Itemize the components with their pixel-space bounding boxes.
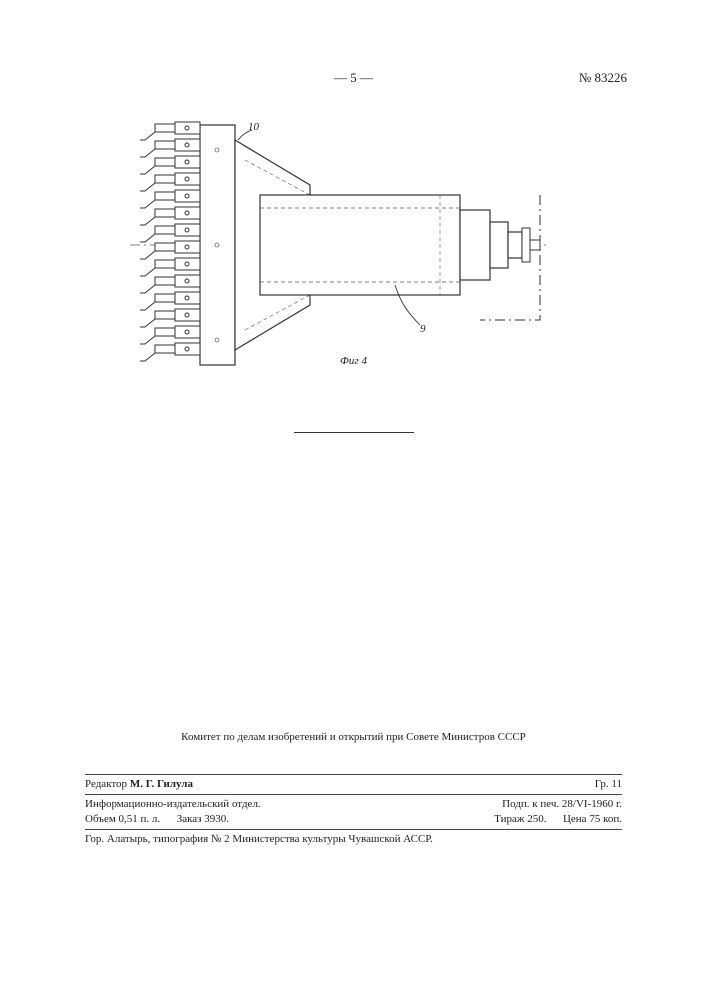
figure-caption: Фиг 4 <box>340 355 367 367</box>
figure-label-9: 9 <box>420 323 426 335</box>
document-number: № 83226 <box>579 70 627 86</box>
printer-line: Гор. Алатырь, типография № 2 Министерств… <box>85 829 622 848</box>
imprint-footer: Комитет по делам изобретений и открытий … <box>85 730 622 848</box>
editor-row: Редактор М. Г. Гилула Гр. 11 <box>85 774 622 794</box>
editor-name: М. Г. Гилула <box>130 778 193 790</box>
tirage: Тираж 250. <box>494 813 546 825</box>
editor-label: Редактор <box>85 778 127 790</box>
figure-4: 10 9 <box>120 110 550 390</box>
figure-label-10: 10 <box>248 121 260 133</box>
price: Цена 75 коп. <box>563 813 622 825</box>
page-number-top: — 5 — <box>334 70 373 86</box>
figure-hr <box>294 432 414 433</box>
order: Заказ 3930. <box>177 813 229 825</box>
group-label: Гр. 11 <box>595 777 622 793</box>
volume: Объем 0,51 п. л. <box>85 813 160 825</box>
signed-date: Подп. к печ. 28/VI-1960 г. <box>494 797 622 812</box>
committee-line: Комитет по делам изобретений и открытий … <box>85 730 622 746</box>
pubinfo-row: Информационно-издательский отдел. Объем … <box>85 794 622 829</box>
dept: Информационно-издательский отдел. <box>85 797 261 812</box>
